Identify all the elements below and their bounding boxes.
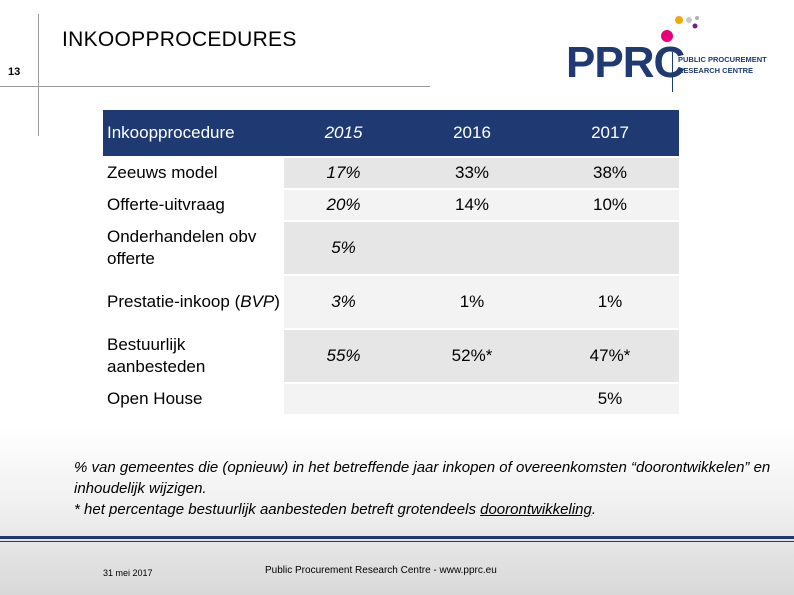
footer-date: 31 mei 2017: [103, 568, 153, 578]
row-label: Offerte-uitvraag: [103, 188, 284, 221]
header-2016: 2016: [403, 110, 541, 157]
footer-source: Public Procurement Research Centre - www…: [265, 565, 497, 576]
row-label: Prestatie-inkoop (BVP): [103, 274, 284, 329]
cell-2015: [284, 382, 403, 414]
header-procedure: Inkoopprocedure: [103, 110, 284, 157]
logo-subtitle-line2: RESEARCH CENTRE: [678, 66, 754, 75]
cell-2017: 38%: [541, 156, 679, 189]
cell-2016: 1%: [403, 274, 541, 329]
logo-divider: [672, 52, 673, 92]
title-horizontal-rule: [0, 86, 430, 87]
row-label: Bestuurlijk aanbesteden: [103, 328, 284, 383]
footnote-line2-prefix: * het percentage bestuurlijk aanbesteden…: [74, 501, 481, 518]
logo-wordmark: PPRC: [566, 38, 685, 87]
row-label: Open House: [103, 382, 284, 414]
cell-2017: 5%: [541, 382, 679, 414]
cell-2016: 14%: [403, 188, 541, 221]
procedures-table: Inkoopprocedure 2015 2016 2017 Zeeuws mo…: [103, 110, 679, 414]
footnote-underlined-term: doorontwikkeling: [480, 501, 592, 518]
footnote-line2: * het percentage bestuurlijk aanbesteden…: [74, 499, 774, 520]
cell-2016: [403, 220, 541, 275]
table-row: Offerte-uitvraag 20% 14% 10%: [103, 188, 679, 221]
header-2015: 2015: [284, 110, 403, 157]
cell-2016: [403, 382, 541, 414]
footnote: % van gemeentes die (opnieuw) in het bet…: [74, 457, 774, 520]
table-row: Prestatie-inkoop (BVP) 3% 1% 1%: [103, 274, 679, 329]
cell-2017: 47%*: [541, 328, 679, 383]
cell-2015: 17%: [284, 156, 403, 189]
row-label: Onderhandelen obv offerte: [103, 220, 284, 275]
cell-2017: 1%: [541, 274, 679, 329]
cell-2015: 55%: [284, 328, 403, 383]
pprc-logo: PPRC PUBLIC PROCUREMENT RESEARCH CENTRE: [566, 14, 776, 92]
row-label: Zeeuws model: [103, 156, 284, 189]
row-label-prefix: Prestatie-inkoop (: [107, 292, 241, 311]
cell-2015: 5%: [284, 220, 403, 275]
footer-rule-thin: [0, 541, 794, 542]
cell-2017: [541, 220, 679, 275]
table-row: Onderhandelen obv offerte 5%: [103, 220, 679, 275]
cell-2015: 20%: [284, 188, 403, 221]
footer-rule-thick: [0, 536, 794, 539]
cell-2016: 52%*: [403, 328, 541, 383]
logo-subtitle-line1: PUBLIC PROCUREMENT: [678, 55, 767, 64]
cell-2016: 33%: [403, 156, 541, 189]
title-vertical-rule: [38, 14, 39, 136]
header-2017: 2017: [541, 110, 679, 157]
footnote-line2-suffix: .: [591, 501, 597, 518]
table-row: Open House 5%: [103, 382, 679, 414]
row-label-suffix: ): [274, 292, 280, 311]
table-header-row: Inkoopprocedure 2015 2016 2017: [103, 110, 679, 157]
footnote-line1: % van gemeentes die (opnieuw) in het bet…: [74, 459, 771, 497]
table-row: Bestuurlijk aanbesteden 55% 52%* 47%*: [103, 328, 679, 383]
slide-title: INKOOPPROCEDURES: [62, 28, 297, 51]
logo-subtitle: PUBLIC PROCUREMENT RESEARCH CENTRE: [678, 54, 767, 76]
slide-number: 13: [8, 66, 21, 78]
table-row: Zeeuws model 17% 33% 38%: [103, 156, 679, 189]
logo-dots-icon: [661, 16, 699, 42]
row-label-italic: BVP: [240, 292, 275, 311]
cell-2015: 3%: [284, 274, 403, 329]
cell-2017: 10%: [541, 188, 679, 221]
